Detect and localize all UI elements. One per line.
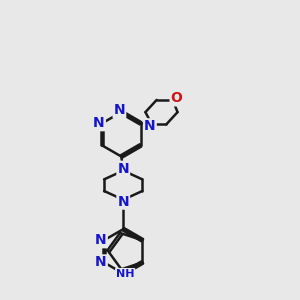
Text: N: N bbox=[117, 195, 129, 208]
Text: N: N bbox=[95, 255, 107, 269]
Text: N: N bbox=[95, 233, 107, 247]
Text: O: O bbox=[171, 92, 182, 105]
Text: N: N bbox=[144, 119, 156, 133]
Text: N: N bbox=[117, 162, 129, 176]
Text: N: N bbox=[114, 103, 125, 117]
Text: NH: NH bbox=[116, 269, 134, 279]
Text: N: N bbox=[93, 116, 105, 130]
